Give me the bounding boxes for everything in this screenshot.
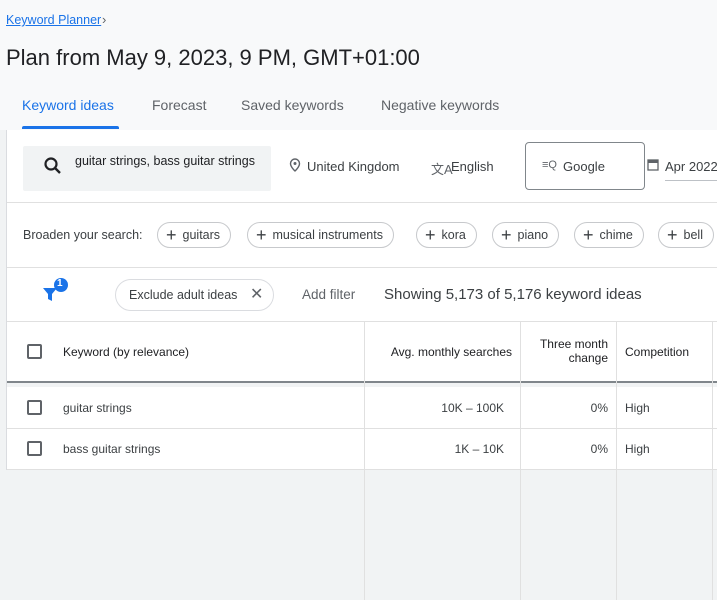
divider: [7, 202, 717, 203]
divider: [7, 321, 717, 322]
broaden-chip-bell[interactable]: + bell: [658, 222, 714, 248]
broaden-chip-piano[interactable]: + piano: [492, 222, 560, 248]
change-cell: 0%: [590, 442, 608, 456]
row-divider: [7, 428, 717, 429]
network-value: Google: [563, 159, 605, 174]
tab-saved-keywords[interactable]: Saved keywords: [241, 97, 344, 113]
plus-icon: +: [256, 225, 267, 245]
header-three-month-change[interactable]: Three month change: [539, 337, 608, 365]
competition-cell: High: [625, 442, 650, 456]
filter-count-badge: 1: [57, 278, 63, 289]
column-divider: [616, 322, 617, 600]
plus-icon: +: [501, 225, 512, 245]
chip-label: musical instruments: [272, 228, 383, 242]
calendar-icon: [647, 158, 659, 174]
broaden-chip-musical-instruments[interactable]: + musical instruments: [247, 222, 394, 248]
breadcrumb-keyword-planner[interactable]: Keyword Planner: [6, 13, 102, 27]
chip-label: guitars: [182, 228, 221, 242]
searches-cell: 10K – 100K: [441, 401, 504, 415]
network-selector[interactable]: ≡Q Google: [525, 142, 645, 190]
header-shadow: [7, 383, 717, 387]
keyword-search-input[interactable]: guitar strings, bass guitar strings: [23, 146, 271, 191]
page-title: Plan from May 9, 2023, 9 PM, GMT+01:00: [6, 45, 420, 70]
divider: [7, 267, 717, 268]
active-tab-indicator: [22, 126, 119, 129]
keyword-cell: bass guitar strings: [63, 442, 161, 456]
keyword-cell: guitar strings: [63, 401, 132, 415]
row-divider: [7, 469, 717, 470]
add-filter-button[interactable]: Add filter: [302, 287, 356, 302]
row-checkbox[interactable]: [27, 400, 42, 415]
header-divider: [7, 381, 717, 383]
header-keyword[interactable]: Keyword (by relevance): [63, 345, 190, 359]
filter-icon[interactable]: 1: [41, 278, 71, 311]
change-cell: 0%: [590, 401, 608, 415]
close-icon[interactable]: ✕: [250, 286, 264, 303]
plus-icon: +: [166, 225, 177, 245]
location-pin-icon: [289, 158, 301, 175]
tab-forecast[interactable]: Forecast: [152, 97, 207, 113]
broaden-chip-kora[interactable]: + kora: [416, 222, 477, 248]
broaden-label: Broaden your search:: [23, 228, 143, 242]
plus-icon: +: [667, 225, 678, 245]
header-competition[interactable]: Competition: [625, 345, 690, 359]
plus-icon: +: [425, 225, 436, 245]
date-range-selector[interactable]: Apr 2022: [665, 159, 717, 181]
header-area: [0, 0, 717, 130]
select-all-checkbox[interactable]: [27, 344, 42, 359]
location-selector[interactable]: United Kingdom: [307, 159, 400, 174]
language-selector[interactable]: English: [451, 159, 494, 174]
results-count: Showing 5,173 of 5,176 keyword ideas: [384, 286, 642, 303]
tab-keyword-ideas[interactable]: Keyword ideas: [22, 97, 114, 113]
exclude-adult-ideas-chip[interactable]: Exclude adult ideas ✕: [115, 279, 274, 311]
chip-label: bell: [683, 228, 703, 242]
chip-label: chime: [599, 228, 633, 242]
column-divider: [712, 322, 713, 600]
chevron-right-icon: ›: [102, 12, 107, 27]
plus-icon: +: [583, 225, 594, 245]
search-icon: [43, 156, 63, 182]
broaden-chip-guitars[interactable]: + guitars: [157, 222, 232, 248]
column-divider: [364, 322, 365, 600]
column-divider: [520, 322, 521, 600]
tab-negative-keywords[interactable]: Negative keywords: [381, 97, 500, 113]
row-checkbox[interactable]: [27, 441, 42, 456]
network-icon: ≡Q: [542, 159, 557, 171]
searches-cell: 1K – 10K: [454, 442, 504, 456]
chip-label: piano: [517, 228, 549, 242]
chip-label: Exclude adult ideas: [129, 288, 238, 302]
search-value: guitar strings, bass guitar strings: [75, 154, 255, 168]
broaden-chip-chime[interactable]: + chime: [574, 222, 644, 248]
competition-cell: High: [625, 401, 650, 415]
chip-label: kora: [441, 228, 466, 242]
translate-icon: 文A: [431, 162, 453, 177]
header-avg-monthly-searches[interactable]: Avg. monthly searches: [390, 345, 512, 359]
keyword-ideas-card: guitar strings, bass guitar strings Unit…: [6, 130, 717, 600]
